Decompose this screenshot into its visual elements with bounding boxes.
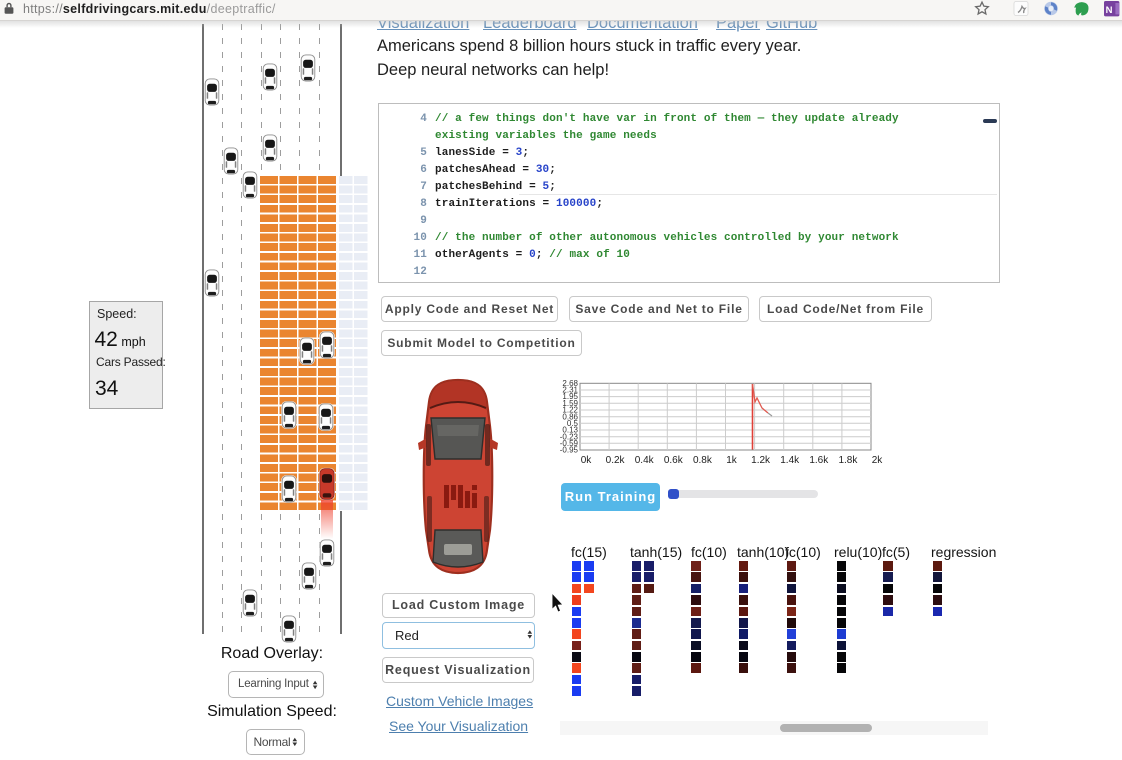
svg-text:0.2k: 0.2k xyxy=(606,455,626,466)
svg-text:0.86: 0.86 xyxy=(562,412,578,421)
svg-text:1.59: 1.59 xyxy=(562,399,578,408)
svg-text:1.8k: 1.8k xyxy=(838,455,858,466)
svg-text:-0.95: -0.95 xyxy=(560,446,579,455)
svg-text:1.2k: 1.2k xyxy=(751,455,771,466)
svg-text:-0.23: -0.23 xyxy=(560,432,579,441)
svg-text:2.31: 2.31 xyxy=(562,386,578,395)
svg-text:0.8k: 0.8k xyxy=(693,455,713,466)
svg-text:0k: 0k xyxy=(581,455,593,466)
svg-text:0.4k: 0.4k xyxy=(635,455,655,466)
svg-text:0.5: 0.5 xyxy=(567,419,579,428)
svg-text:2k: 2k xyxy=(872,455,884,466)
svg-text:0.13: 0.13 xyxy=(562,426,578,435)
svg-text:N: N xyxy=(1106,5,1113,16)
svg-text:0.6k: 0.6k xyxy=(664,455,684,466)
svg-text:-0.59: -0.59 xyxy=(560,439,579,448)
svg-text:2.68: 2.68 xyxy=(562,379,578,388)
svg-text:1.95: 1.95 xyxy=(562,392,578,401)
svg-text:1.22: 1.22 xyxy=(562,406,578,415)
svg-text:1.4k: 1.4k xyxy=(780,455,800,466)
svg-text:1k: 1k xyxy=(726,455,738,466)
svg-text:1.6k: 1.6k xyxy=(809,455,829,466)
